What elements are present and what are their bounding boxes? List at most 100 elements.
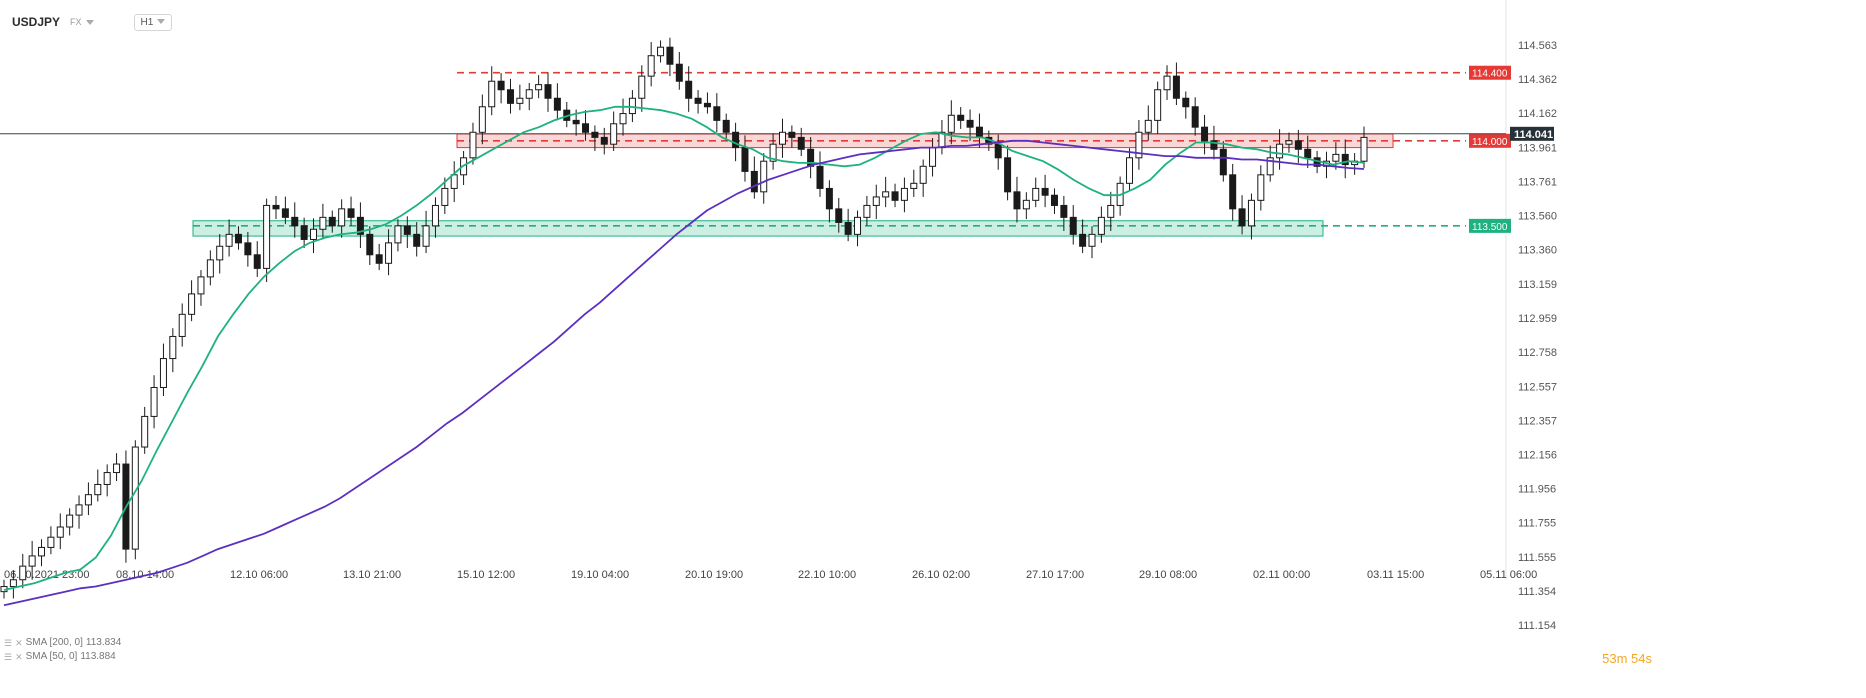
x-tick-label: 03.11 15:00 <box>1367 569 1424 581</box>
candle <box>600 136 608 145</box>
market-label: FX <box>70 17 82 27</box>
chevron-down-icon <box>157 19 166 25</box>
candle <box>75 504 83 516</box>
candle <box>159 358 167 388</box>
candle <box>1163 75 1171 91</box>
candle <box>1144 119 1152 133</box>
candle <box>47 536 55 548</box>
market-dropdown[interactable]: FX <box>70 17 94 27</box>
candle <box>1097 216 1105 235</box>
candle <box>450 174 458 189</box>
candle <box>1276 143 1284 159</box>
candle <box>553 97 561 111</box>
candle <box>169 335 177 360</box>
bar-countdown: 53m 54s <box>1602 651 1652 666</box>
candle <box>891 191 899 201</box>
candle <box>310 228 318 240</box>
y-tick-label: 112.758 <box>1518 347 1557 359</box>
candle <box>469 131 477 159</box>
candle <box>947 114 955 133</box>
candle <box>1060 204 1068 218</box>
candle <box>910 182 918 189</box>
candle <box>319 216 327 230</box>
candle <box>478 106 486 133</box>
x-tick-label: 27.10 17:00 <box>1026 569 1084 581</box>
candle <box>1079 233 1087 247</box>
y-tick-label: 111.354 <box>1518 586 1556 598</box>
candle <box>1285 140 1293 145</box>
candle <box>366 233 374 256</box>
candle <box>403 225 411 235</box>
candle <box>1332 153 1340 162</box>
countdown-seconds: 54 <box>1631 651 1646 666</box>
candle <box>84 494 92 506</box>
legend-value: 113.834 <box>85 637 122 648</box>
resistance-upper-price-tag <box>1469 65 1511 80</box>
candle <box>1360 136 1368 162</box>
candle <box>1022 199 1030 210</box>
candle <box>957 114 965 121</box>
candle <box>1032 187 1040 201</box>
y-tick-label: 112.357 <box>1518 415 1557 427</box>
candle <box>1266 157 1274 176</box>
candle <box>441 187 449 206</box>
candle <box>1135 131 1143 159</box>
legend-sma50[interactable]: ☰ ✕ SMA [50, 0] 113.884 <box>4 650 121 664</box>
candle <box>657 46 665 57</box>
candle <box>525 89 533 99</box>
candle <box>1154 89 1162 121</box>
legend-sma200[interactable]: ☰ ✕ SMA [200, 0] 113.834 <box>4 636 121 650</box>
candle <box>610 123 618 145</box>
legend-label: SMA [50, 0] <box>25 651 78 662</box>
timeframe-dropdown[interactable]: H1 <box>133 13 173 31</box>
close-icon[interactable]: ✕ <box>15 652 23 662</box>
sma50-line <box>3 105 1365 591</box>
candle <box>1107 204 1115 218</box>
candle <box>544 84 552 99</box>
candle <box>1004 157 1012 193</box>
symbol-label[interactable]: USDJPY <box>12 15 61 29</box>
candle <box>844 221 852 235</box>
menu-icon[interactable]: ☰ <box>4 652 13 662</box>
candle <box>666 46 674 65</box>
candle <box>431 204 439 227</box>
candle <box>141 415 149 448</box>
legend-value: 113.884 <box>80 651 116 662</box>
close-icon[interactable]: ✕ <box>15 638 23 648</box>
candle <box>216 245 224 261</box>
candle <box>1013 191 1021 210</box>
candle <box>103 472 111 485</box>
y-tick-label: 113.761 <box>1518 176 1557 188</box>
x-tick-label: 06.10.2021 <box>4 569 59 581</box>
candle <box>966 119 974 128</box>
candle <box>1210 140 1218 150</box>
candle <box>703 102 711 108</box>
x-tick-label: 19.10 04:00 <box>571 569 629 581</box>
candle <box>1088 233 1096 247</box>
candle <box>1069 216 1077 235</box>
candle <box>338 208 346 227</box>
candle <box>1341 153 1349 166</box>
y-tick-label: 112.557 <box>1518 381 1557 393</box>
candle <box>488 80 496 108</box>
y-tick-label: 113.159 <box>1518 279 1557 291</box>
y-tick-label: 111.154 <box>1518 620 1556 632</box>
candle <box>516 97 524 104</box>
candle <box>572 119 580 125</box>
candle <box>206 259 214 278</box>
candle <box>385 242 393 264</box>
candle <box>178 313 186 337</box>
resistance-upper-price-label: 114.400 <box>1472 69 1508 80</box>
candle <box>741 147 749 172</box>
chevron-down-icon <box>85 20 94 26</box>
candle <box>291 216 299 227</box>
candle <box>188 293 196 315</box>
current-price-label: 114.041 <box>1514 129 1553 141</box>
candle <box>685 80 693 99</box>
candle <box>9 579 17 588</box>
candle <box>422 225 430 247</box>
x-tick-label: 15.10 12:00 <box>457 569 515 581</box>
menu-icon[interactable]: ☰ <box>4 638 13 648</box>
candle <box>506 89 514 104</box>
